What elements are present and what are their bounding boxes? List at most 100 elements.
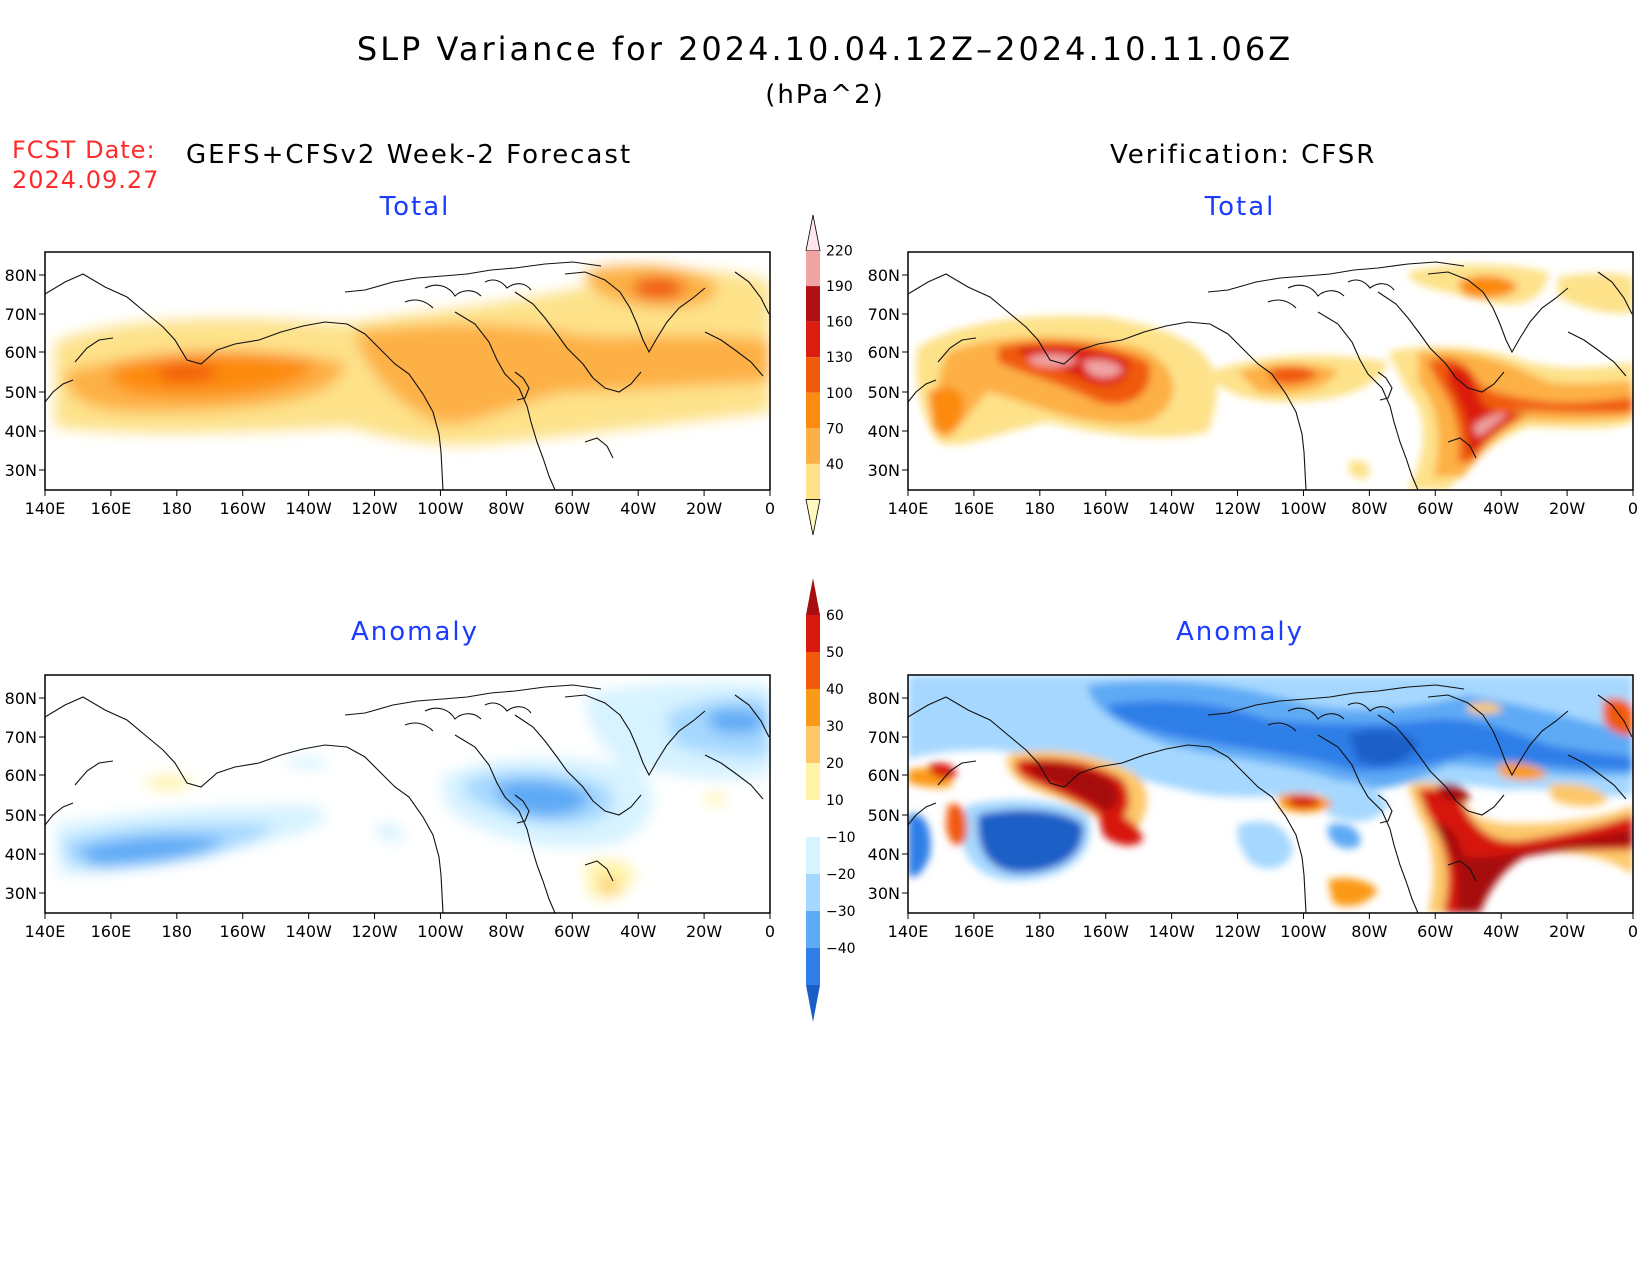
lat-label: 30N bbox=[868, 461, 900, 480]
lon-label: 160E bbox=[954, 499, 995, 518]
verification-total-map bbox=[907, 251, 1634, 491]
lat-label: 40N bbox=[868, 422, 900, 441]
panel-title-forecast-anomaly: Anomaly bbox=[350, 617, 480, 647]
lon-label: 80W bbox=[488, 922, 524, 941]
lon-label: 160W bbox=[220, 922, 267, 941]
lon-label: 40W bbox=[1483, 499, 1519, 518]
panel-title-verification-total: Total bbox=[1204, 192, 1276, 222]
lon-label: 40W bbox=[620, 922, 656, 941]
lat-label: 60N bbox=[868, 766, 900, 785]
colorbar-label: 160 bbox=[826, 315, 853, 331]
lon-label: 140W bbox=[285, 922, 332, 941]
forecast-date-block: FCST Date: 2024.09.27 bbox=[12, 135, 159, 195]
colorbar-segment bbox=[805, 499, 821, 536]
lon-label: 0 bbox=[765, 499, 775, 518]
verification-anomaly-map bbox=[907, 674, 1634, 914]
colorbar-segment bbox=[806, 726, 820, 763]
colorbar-segment bbox=[806, 652, 820, 689]
anomaly-colorbar: 60 50 40 30 20 10 −10 −20 −30 −40 bbox=[806, 578, 856, 1022]
lon-label: 60W bbox=[1417, 499, 1453, 518]
colorbar-segment bbox=[806, 763, 820, 800]
lat-label: 30N bbox=[5, 884, 37, 903]
colorbar-segment bbox=[806, 357, 820, 393]
colorbar-segment bbox=[806, 985, 820, 1022]
lon-label: 80W bbox=[1351, 499, 1387, 518]
units-label: (hPa^2) bbox=[765, 80, 885, 110]
fcst-date-label: FCST Date: bbox=[12, 136, 156, 164]
colorbar-label: 100 bbox=[826, 386, 853, 402]
colorbar-label: 60 bbox=[826, 608, 844, 624]
lat-label: 80N bbox=[868, 266, 900, 285]
colorbar-segment bbox=[806, 321, 820, 358]
colorbar-segment bbox=[806, 428, 820, 464]
lon-label: 100W bbox=[417, 499, 464, 518]
lat-label: 80N bbox=[868, 689, 900, 708]
colorbar-segment bbox=[806, 250, 820, 287]
lon-label: 120W bbox=[351, 922, 398, 941]
colorbar-label: 40 bbox=[826, 682, 844, 698]
panel-title-verification-anomaly: Anomaly bbox=[1175, 617, 1305, 647]
lon-label: 140W bbox=[285, 499, 332, 518]
lon-label: 20W bbox=[686, 499, 722, 518]
colorbar-label: 40 bbox=[826, 457, 844, 473]
colorbar-label: −40 bbox=[826, 941, 856, 957]
lon-label: 0 bbox=[1628, 922, 1638, 941]
lon-label: 140E bbox=[888, 922, 929, 941]
colorbar-label: 130 bbox=[826, 350, 853, 366]
colorbar-segment bbox=[806, 800, 820, 837]
lon-label: 160E bbox=[954, 922, 995, 941]
lon-label: 160W bbox=[220, 499, 267, 518]
forecast-anomaly-map bbox=[44, 674, 771, 914]
forecast-header: GEFS+CFSv2 Week-2 Forecast bbox=[186, 140, 633, 170]
colorbar-label: 220 bbox=[826, 244, 853, 260]
lat-label: 40N bbox=[5, 845, 37, 864]
verification-header: Verification: CFSR bbox=[1110, 140, 1377, 170]
colorbar-segment bbox=[806, 463, 820, 500]
colorbar-label: 10 bbox=[826, 793, 844, 809]
lon-label: 120W bbox=[1214, 922, 1261, 941]
lon-label: 140W bbox=[1148, 499, 1195, 518]
lon-label: 180 bbox=[1025, 922, 1056, 941]
figure-title: SLP Variance for 2024.10.04.12Z–2024.10.… bbox=[356, 30, 1294, 68]
colorbar-label: 50 bbox=[826, 645, 844, 661]
lat-label: 70N bbox=[868, 305, 900, 324]
lon-label: 40W bbox=[1483, 922, 1519, 941]
panel-title-forecast-total: Total bbox=[379, 192, 451, 222]
lon-label: 140E bbox=[25, 922, 66, 941]
lon-label: 0 bbox=[765, 922, 775, 941]
lat-label: 60N bbox=[868, 343, 900, 362]
lon-label: 100W bbox=[1280, 922, 1327, 941]
lon-label: 140W bbox=[1148, 922, 1195, 941]
lat-label: 70N bbox=[5, 728, 37, 747]
total-colorbar: 220 190 160 130 100 70 40 bbox=[805, 214, 853, 536]
lon-label: 160E bbox=[91, 922, 132, 941]
lat-label: 70N bbox=[868, 728, 900, 747]
lat-label: 70N bbox=[5, 305, 37, 324]
lon-label: 20W bbox=[686, 922, 722, 941]
colorbar-segment bbox=[806, 837, 820, 874]
colorbar-label: −10 bbox=[826, 830, 856, 846]
axis-labels: 80N 70N 60N 50N 40N 30N 140E 160E 180 160W 140W 120… bbox=[5, 266, 1638, 941]
lon-label: 160E bbox=[91, 499, 132, 518]
lon-label: 140E bbox=[888, 499, 929, 518]
lon-label: 160W bbox=[1083, 499, 1130, 518]
lat-label: 50N bbox=[5, 383, 37, 402]
lon-label: 20W bbox=[1549, 499, 1585, 518]
colorbar-segment bbox=[805, 214, 821, 251]
colorbar-segment bbox=[806, 392, 820, 429]
lat-label: 60N bbox=[5, 766, 37, 785]
fcst-date-value: 2024.09.27 bbox=[12, 166, 160, 194]
lon-label: 80W bbox=[1351, 922, 1387, 941]
colorbar-segment bbox=[806, 615, 820, 652]
colorbar-label: 190 bbox=[826, 279, 853, 295]
lon-label: 60W bbox=[1417, 922, 1453, 941]
lon-label: 120W bbox=[351, 499, 398, 518]
colorbar-segment bbox=[806, 948, 820, 985]
lon-label: 20W bbox=[1549, 922, 1585, 941]
lat-label: 30N bbox=[868, 884, 900, 903]
lon-label: 180 bbox=[1025, 499, 1056, 518]
lat-label: 50N bbox=[868, 806, 900, 825]
lon-label: 100W bbox=[1280, 499, 1327, 518]
colorbar-segment bbox=[806, 874, 820, 911]
